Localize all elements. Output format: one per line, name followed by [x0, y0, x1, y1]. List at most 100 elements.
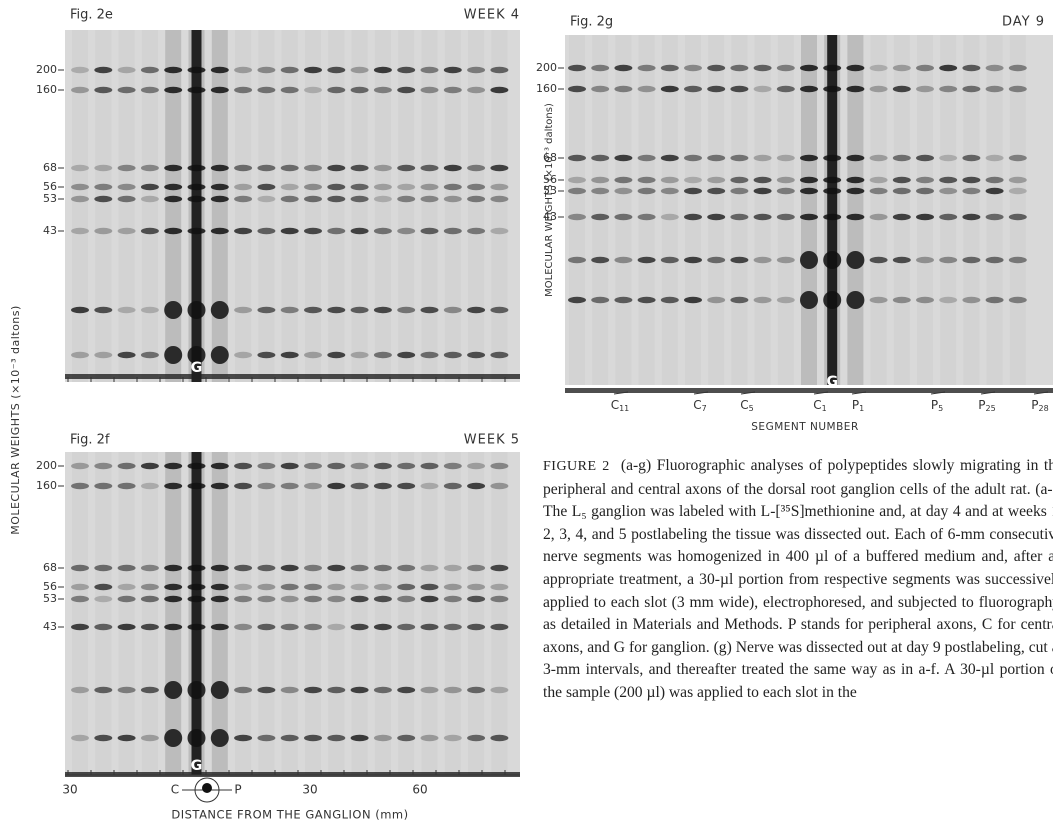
lane-smear	[305, 30, 321, 382]
segment-bracket	[813, 391, 829, 395]
band	[591, 176, 610, 184]
band	[753, 187, 772, 195]
segment-bracket	[851, 391, 867, 395]
lane-smear	[398, 30, 415, 382]
lane-smear	[754, 35, 771, 385]
mw-label: 68	[543, 151, 557, 164]
segment-letter: P	[978, 398, 985, 412]
band	[327, 734, 346, 742]
band	[234, 195, 253, 203]
band	[1008, 176, 1027, 184]
lane-smear	[281, 30, 298, 382]
band	[234, 86, 253, 94]
band	[985, 296, 1004, 304]
band	[420, 482, 439, 490]
segment-label: P5	[931, 398, 943, 413]
band	[117, 351, 136, 359]
band	[846, 85, 865, 93]
band	[117, 734, 136, 742]
band	[304, 183, 322, 191]
band	[800, 213, 818, 221]
lane-smear	[468, 452, 485, 775]
band	[397, 66, 416, 74]
band	[117, 564, 136, 572]
band	[373, 583, 392, 591]
band	[327, 306, 346, 314]
band	[71, 734, 89, 742]
band	[869, 296, 888, 304]
band	[916, 64, 934, 72]
lane-smear	[351, 452, 368, 775]
band	[776, 256, 795, 264]
band	[892, 296, 911, 304]
x-title: DISTANCE FROM THE GANGLION (mm)	[171, 808, 408, 822]
band	[210, 482, 229, 490]
ganglion-dot	[202, 783, 212, 793]
lane-smear	[141, 30, 158, 382]
band	[234, 306, 253, 314]
band	[140, 686, 159, 694]
band	[800, 176, 818, 184]
band	[304, 227, 322, 235]
band	[568, 213, 586, 221]
lane-smear	[421, 30, 438, 382]
band	[94, 623, 113, 631]
band	[257, 595, 276, 603]
band	[707, 213, 726, 221]
band	[117, 227, 136, 235]
band	[94, 227, 113, 235]
band	[94, 462, 113, 470]
band	[210, 227, 229, 235]
band	[234, 66, 253, 74]
band	[753, 176, 772, 184]
band	[420, 734, 439, 742]
panel-condition: WEEK 4	[464, 8, 520, 23]
band	[304, 734, 322, 742]
band	[443, 595, 462, 603]
band	[257, 164, 276, 172]
band	[443, 86, 462, 94]
band	[373, 686, 392, 694]
band	[753, 256, 772, 264]
band	[94, 86, 113, 94]
band	[397, 86, 416, 94]
band	[591, 154, 610, 162]
band	[304, 86, 322, 94]
lane-smear	[328, 30, 345, 382]
band	[467, 623, 486, 631]
band	[210, 66, 229, 74]
band	[985, 85, 1004, 93]
band	[490, 66, 509, 74]
band	[730, 154, 749, 162]
band	[280, 583, 299, 591]
band	[140, 227, 159, 235]
band	[94, 351, 113, 359]
lane-smear	[468, 30, 485, 382]
band	[591, 64, 610, 72]
mw-label: 53	[543, 184, 557, 197]
segment-bracket	[693, 391, 709, 395]
lane-smear	[444, 30, 461, 382]
lane-smear	[165, 452, 182, 775]
segment-label: C1	[813, 398, 826, 413]
band	[637, 213, 656, 221]
band	[164, 195, 183, 203]
band	[210, 462, 229, 470]
mw-label: 200	[36, 459, 57, 472]
band	[1008, 213, 1027, 221]
band	[257, 306, 276, 314]
band	[591, 296, 610, 304]
band	[280, 462, 299, 470]
band	[800, 291, 818, 309]
band	[420, 351, 439, 359]
segment-sub: 11	[619, 404, 629, 413]
band	[71, 564, 89, 572]
band	[892, 64, 911, 72]
band	[140, 734, 159, 742]
band	[350, 66, 369, 74]
band	[210, 681, 229, 699]
band	[614, 64, 633, 72]
band	[94, 482, 113, 490]
band	[420, 227, 439, 235]
band	[257, 195, 276, 203]
